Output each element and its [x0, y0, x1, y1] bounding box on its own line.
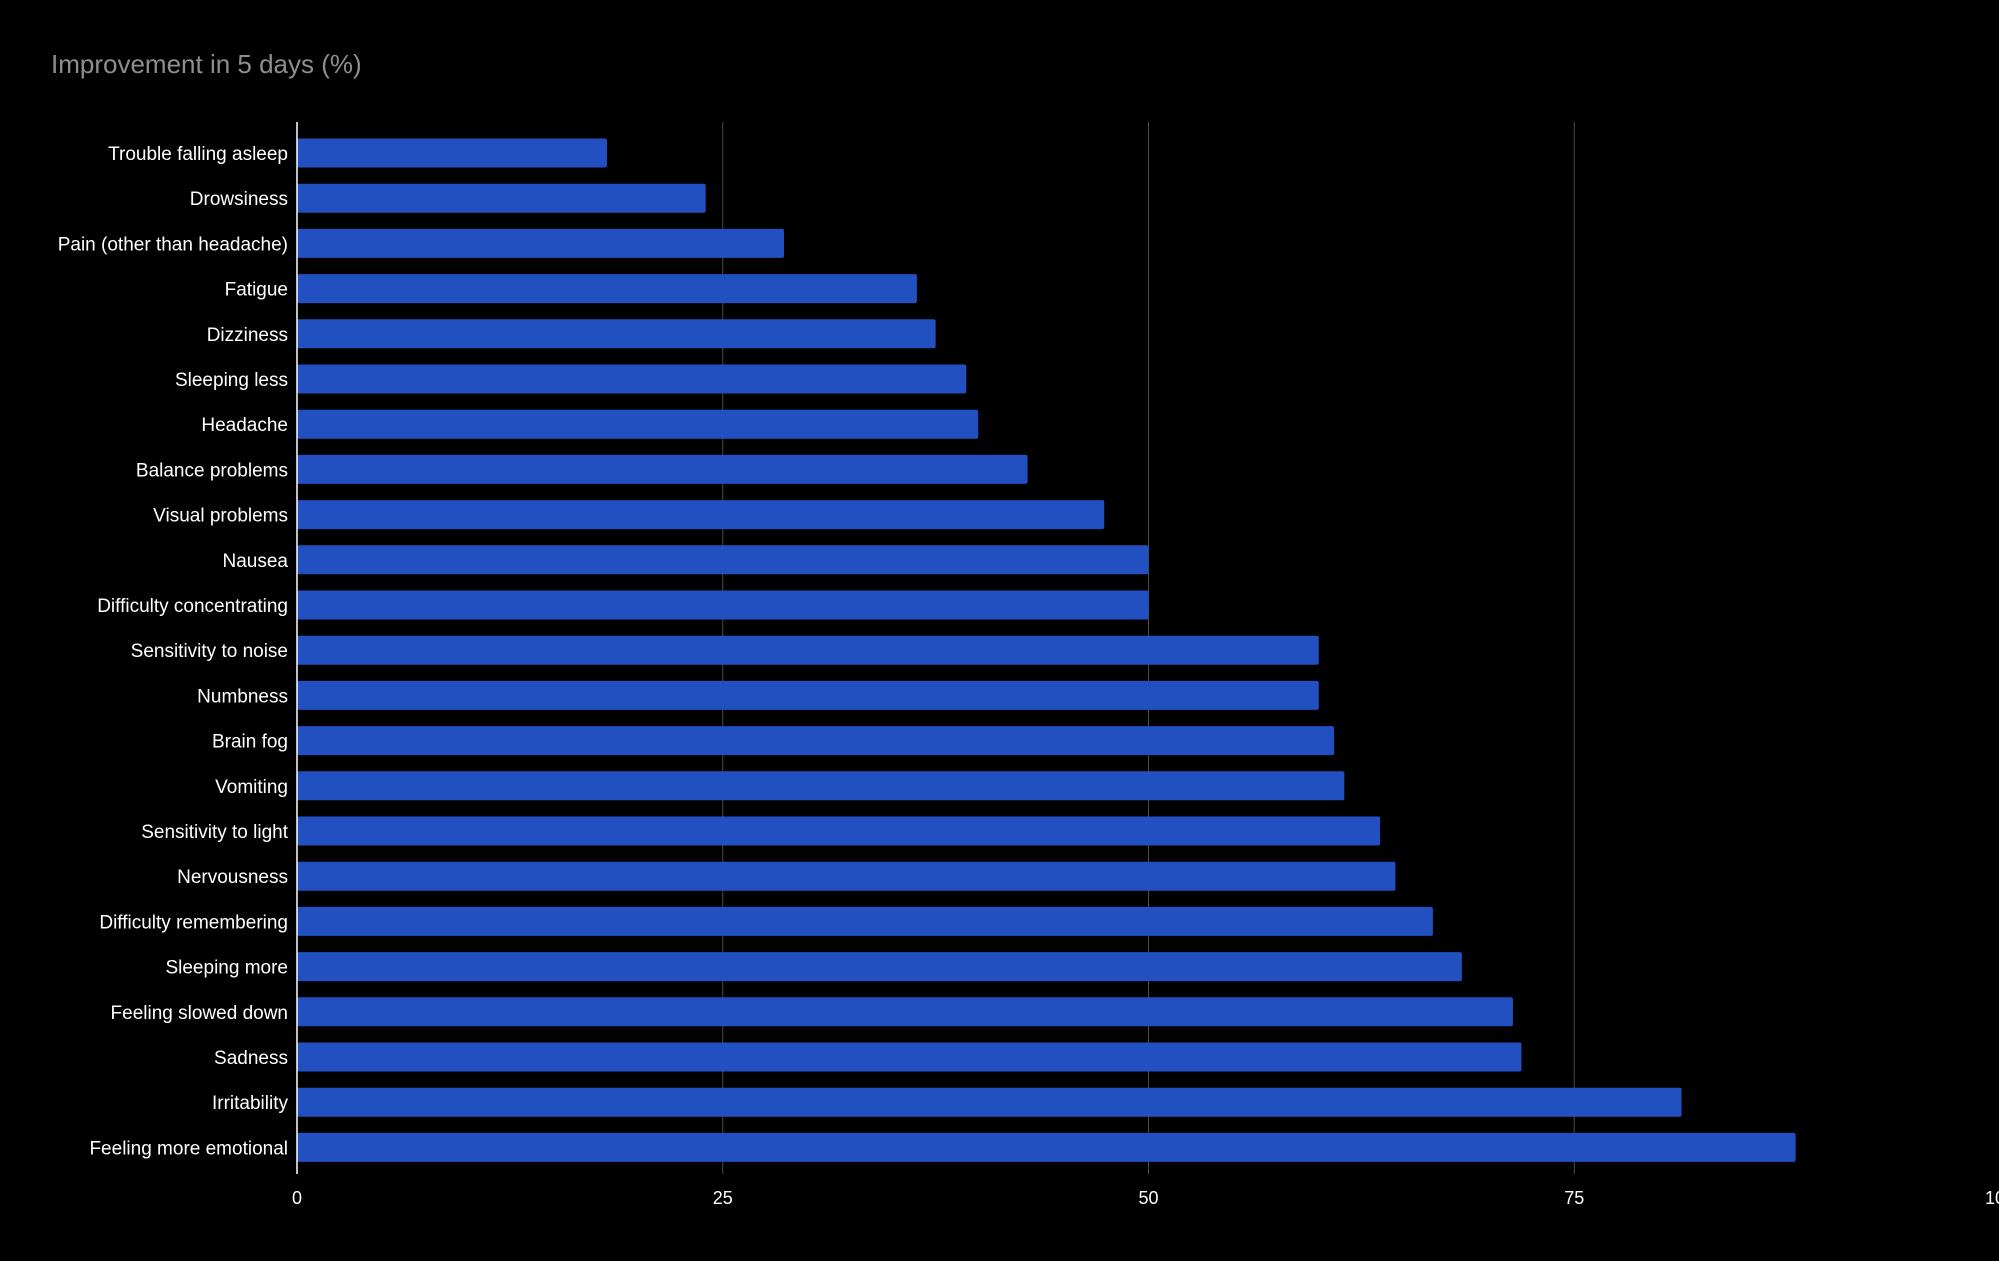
category-label: Nervousness: [177, 867, 288, 888]
category-label: Vomiting: [215, 777, 288, 798]
bar: [297, 138, 607, 168]
bar: [297, 726, 1335, 756]
bar: [297, 1087, 1682, 1117]
bar: [297, 906, 1433, 936]
x-tick-label: 0: [292, 1188, 302, 1208]
category-label: Brain fog: [212, 732, 288, 753]
bar: [297, 500, 1105, 530]
category-label: Numbness: [197, 686, 288, 707]
bars: [297, 138, 1796, 1162]
category-label: Trouble falling asleep: [108, 144, 288, 165]
chart-title: Improvement in 5 days (%): [51, 49, 362, 79]
category-label: Drowsiness: [190, 189, 288, 210]
category-label: Sensitivity to light: [141, 822, 289, 843]
bar: [297, 635, 1319, 665]
category-label: Sadness: [214, 1048, 288, 1069]
x-tick-label: 75: [1564, 1188, 1584, 1208]
bar: [297, 183, 706, 213]
bar: [297, 228, 785, 258]
axes: 0 25 50 75 100: [292, 122, 1999, 1208]
category-label: Nausea: [223, 551, 289, 572]
category-label: Visual problems: [153, 506, 288, 527]
bar: [297, 590, 1149, 620]
category-label: Feeling more emotional: [89, 1138, 288, 1159]
category-label: Irritability: [212, 1093, 289, 1114]
category-label: Sensitivity to noise: [131, 641, 288, 662]
bar: [297, 816, 1381, 846]
bar: [297, 952, 1462, 982]
bar: [297, 1042, 1522, 1072]
category-label: Difficulty concentrating: [97, 596, 288, 617]
category-label: Sleeping less: [175, 370, 288, 391]
category-label: Feeling slowed down: [111, 1003, 288, 1024]
bar: [297, 364, 967, 394]
category-label: Difficulty remembering: [99, 912, 288, 933]
bar: [297, 861, 1396, 891]
category-label: Headache: [201, 415, 288, 436]
x-tick-label: 100: [1985, 1188, 1999, 1208]
bar: [297, 997, 1513, 1027]
bar: [297, 545, 1149, 575]
x-tick-label: 50: [1138, 1188, 1158, 1208]
category-labels: Trouble falling asleep Drowsiness Pain (ot…: [58, 144, 289, 1159]
category-label: Dizziness: [207, 325, 288, 346]
bar: [297, 771, 1345, 801]
bar: [297, 454, 1028, 484]
bar: [297, 274, 917, 304]
category-label: Balance problems: [136, 460, 288, 481]
category-label: Fatigue: [225, 280, 288, 301]
category-label: Pain (other than headache): [58, 234, 288, 255]
bar: [297, 1132, 1796, 1162]
bar: [297, 680, 1319, 710]
bar: [297, 409, 979, 439]
category-label: Sleeping more: [165, 958, 288, 979]
bar: [297, 319, 936, 349]
x-tick-label: 25: [713, 1188, 733, 1208]
